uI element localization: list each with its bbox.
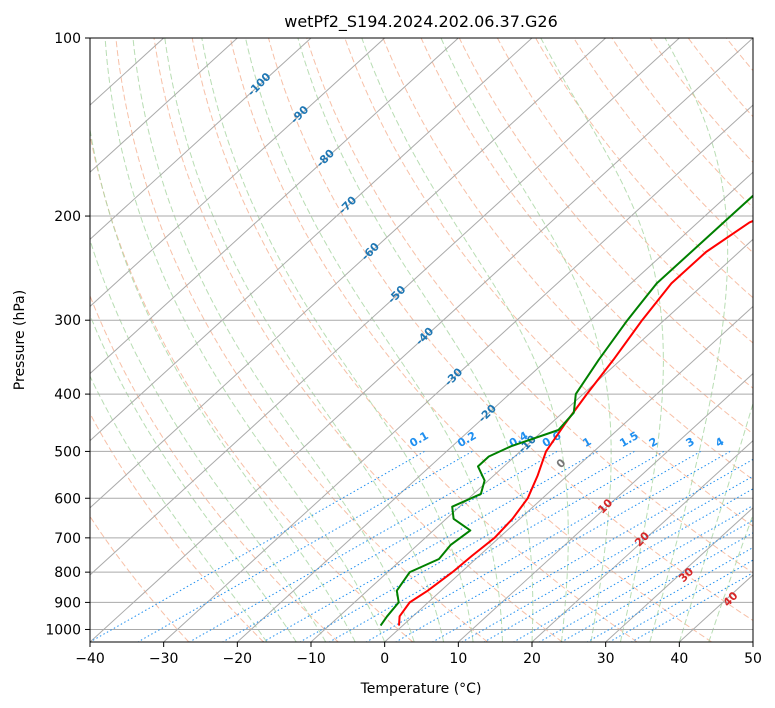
mixing-ratio-line <box>90 450 425 642</box>
dewpoint-profile <box>379 194 753 627</box>
x-tick-label: 20 <box>523 651 541 667</box>
moist-adiabat <box>678 401 753 642</box>
x-tick-label: −30 <box>149 651 179 667</box>
dry-adiabat <box>115 38 488 642</box>
isotherm-line <box>90 38 607 509</box>
dry-adiabat <box>649 38 753 164</box>
moist-adiabat <box>440 38 612 642</box>
isotherm-line <box>457 372 753 642</box>
mixing-ratio-line <box>299 450 635 642</box>
mixing-ratio-line <box>461 475 753 642</box>
dry-adiabat <box>153 38 563 642</box>
moist-adiabat <box>90 126 356 642</box>
moist-adiabat <box>164 38 445 642</box>
dry-adiabat <box>344 38 753 527</box>
mixing-ratio-line <box>366 450 701 642</box>
isotherm-line <box>90 38 533 442</box>
x-tick-label: 10 <box>449 651 467 667</box>
mixing-ratio-line <box>262 450 598 642</box>
plot-frame <box>89 37 754 643</box>
y-axis-title: Pressure (hPa) <box>12 290 28 390</box>
moist-adiabat <box>201 38 474 642</box>
isotherm-line <box>236 171 753 642</box>
mixing-ratio-line <box>513 504 753 642</box>
y-tick-label: 900 <box>54 595 81 611</box>
plot-area: 0.10.20.40.611.52346810131620253036-100-… <box>90 38 763 642</box>
mixing-ratio-line <box>587 546 753 642</box>
mixing-ratio-line <box>483 488 753 642</box>
dry-adiabat <box>306 38 753 574</box>
x-tick-label: −20 <box>223 651 253 667</box>
isotherm-line <box>531 439 753 642</box>
moist-adiabat <box>90 375 268 642</box>
x-tick-label: 0 <box>380 651 389 667</box>
y-tick-label: 600 <box>54 491 81 507</box>
axes: −40 −30 −20 −10 0 10 20 30 40 50 100 200 300 400 500 60… <box>45 31 762 667</box>
x-tick-label: −40 <box>75 651 105 667</box>
dry-adiabat <box>611 38 753 209</box>
isotherm-line <box>90 38 386 308</box>
isotherm-line <box>90 38 459 375</box>
dry-adiabat <box>382 38 753 481</box>
chart-title: wetPf2_S194.2024.202.06.37.G26 <box>284 12 558 32</box>
mixing-ratio-line <box>222 450 558 642</box>
dry-adiabat <box>496 38 753 344</box>
y-tick-label: 400 <box>54 387 81 403</box>
mixing-ratio-line <box>137 450 473 642</box>
y-tick-label: 100 <box>54 31 81 47</box>
moist-adiabat <box>540 38 664 642</box>
dry-adiabat <box>229 38 712 642</box>
mixing-ratio-line <box>539 519 753 642</box>
isotherm-line <box>310 238 753 642</box>
x-tick-label: 50 <box>744 651 762 667</box>
y-tick-label: 1000 <box>45 622 81 638</box>
dry-adiabat <box>90 132 414 642</box>
moist-adiabat <box>361 38 569 642</box>
temperature-profile <box>398 219 753 626</box>
mixing-ratio-line <box>609 559 753 642</box>
y-tick-label: 500 <box>54 444 81 460</box>
isotherm-line <box>90 38 238 173</box>
isotherm-line <box>90 38 312 241</box>
moist-adiabat <box>245 38 503 642</box>
mixing-ratio-line <box>329 450 665 642</box>
y-tick-label: 300 <box>54 313 81 329</box>
mixing-ratio-line <box>561 532 753 642</box>
x-tick-label: 40 <box>670 651 688 667</box>
isotherm-line <box>90 38 753 642</box>
isotherm-line <box>163 104 753 642</box>
mixing-ratio-line <box>432 458 753 642</box>
dry-adiabat <box>90 412 264 642</box>
dry-adiabat <box>90 294 339 642</box>
y-tick-label: 800 <box>54 565 81 581</box>
dry-adiabat <box>535 38 753 299</box>
x-axis-title: Temperature (°C) <box>360 681 482 697</box>
mixing-ratio-line <box>189 450 525 642</box>
y-tick-label: 700 <box>54 531 81 547</box>
dry-adiabat <box>90 515 190 642</box>
moist-adiabat <box>297 38 534 642</box>
x-tick-label: 30 <box>597 651 615 667</box>
x-tick-label: −10 <box>296 651 326 667</box>
y-tick-label: 200 <box>54 209 81 225</box>
dry-adiabat <box>191 38 638 642</box>
isotherm-line <box>90 38 680 576</box>
isotherm-line <box>384 305 753 642</box>
dry-adiabat <box>573 38 753 254</box>
moist-adiabat <box>104 38 386 642</box>
mixing-ratio-label: 6 <box>750 435 763 450</box>
dry-adiabat <box>268 38 753 622</box>
moist-adiabat <box>90 238 327 642</box>
mixing-ratio-line <box>395 450 731 642</box>
mixing-ratio-line <box>631 572 753 642</box>
moist-adiabat <box>649 38 729 642</box>
dry-adiabat <box>458 38 753 389</box>
moist-adiabat <box>90 313 297 642</box>
